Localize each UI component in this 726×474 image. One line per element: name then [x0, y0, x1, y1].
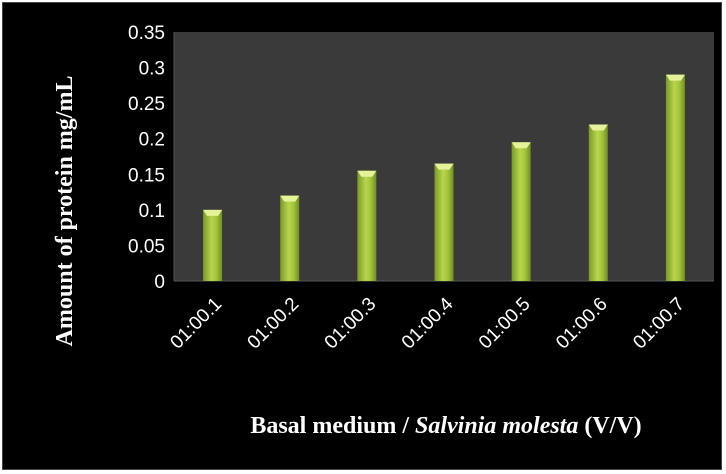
bar-body	[511, 142, 531, 281]
bar	[588, 124, 608, 281]
bar-body	[665, 74, 685, 281]
bar	[280, 195, 300, 281]
bars	[203, 74, 685, 281]
y-tick-label: 0.25	[128, 94, 165, 115]
bar-body	[203, 209, 223, 281]
bar-cap	[357, 170, 377, 177]
x-tick-label: 01:00.5	[475, 294, 535, 354]
bar-cap	[665, 74, 685, 81]
bar-cap	[280, 195, 300, 202]
x-tick-label: 01:00.3	[321, 294, 381, 354]
bar	[357, 170, 377, 281]
bar	[511, 142, 531, 281]
bar-cap	[203, 209, 223, 216]
x-tick-label: 01:00.2	[244, 294, 304, 354]
x-tick-label: 01:00.4	[398, 293, 458, 353]
x-tick-label: 01:00.6	[552, 294, 612, 354]
x-tick-labels: 01:00.1 01:00.2 01:00.3 01:00.4 01:00.5 01:00…	[166, 293, 689, 353]
y-tick-label: 0.05	[128, 236, 165, 257]
y-tick-label: 0.3	[139, 59, 165, 80]
y-tick-labels: 0 0.05 0.1 0.15 0.2 0.25 0.3 0.35	[128, 23, 165, 293]
bar-cap	[511, 142, 531, 149]
bar-cap	[588, 124, 608, 131]
bar-body	[357, 170, 377, 281]
bar	[434, 163, 454, 281]
x-axis-label: Basal medium / Salvinia molesta (V/V)	[250, 413, 641, 439]
y-tick-label: 0.2	[139, 130, 165, 151]
bar-body	[280, 195, 300, 281]
y-tick-label: 0.15	[128, 165, 165, 186]
y-axis-label: Amount of protein mg/mL	[52, 76, 78, 347]
bar-cap	[434, 163, 454, 170]
x-axis-label-species: Salvinia molesta	[415, 413, 578, 439]
y-tick-label: 0.35	[128, 23, 165, 44]
x-axis-label-part-3: (V/V)	[578, 413, 641, 439]
bar	[203, 209, 223, 281]
x-tick-label: 01:00.1	[166, 294, 226, 354]
x-axis-label-part-1: Basal medium /	[250, 413, 415, 439]
bar	[665, 74, 685, 281]
x-tick-label: 01:00.7	[629, 294, 689, 354]
y-tick-label: 0.1	[139, 201, 165, 222]
bar-body	[434, 163, 454, 281]
y-tick-label: 0	[154, 272, 165, 293]
bar-body	[588, 124, 608, 281]
